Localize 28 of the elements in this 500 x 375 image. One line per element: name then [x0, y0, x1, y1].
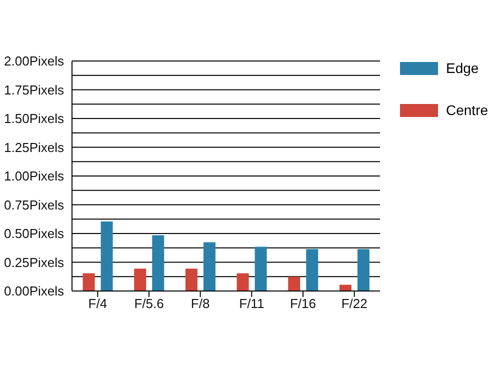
y-tick-label: 1.00Pixels	[4, 168, 64, 184]
x-tick-label: F/16	[290, 296, 316, 312]
y-tick-label: 1.50Pixels	[4, 111, 64, 126]
y-tick-label: 2.00Pixels	[4, 54, 64, 69]
bar	[288, 276, 300, 291]
x-tick-label: F/5.6	[134, 296, 164, 312]
x-tick-label: F/22	[341, 296, 368, 312]
y-tick-label: 0.50Pixels	[4, 226, 64, 242]
bar	[306, 249, 318, 291]
bar	[100, 222, 113, 291]
y-tick-label: 0.75Pixels	[4, 197, 64, 212]
bar	[203, 242, 216, 291]
y-tick-label: 1.75Pixels	[4, 82, 64, 98]
legend-label: Centre	[446, 102, 488, 118]
y-tick-label: 0.00Pixels	[4, 284, 64, 299]
y-tick-label: 1.25Pixels	[4, 140, 64, 155]
bar	[357, 249, 370, 291]
x-tick-label: F/4	[88, 296, 108, 312]
x-tick-label: F/8	[190, 296, 210, 312]
legend-label: Edge	[446, 60, 479, 76]
bar	[134, 268, 146, 291]
y-tick-label: 0.25Pixels	[4, 254, 64, 270]
bar	[152, 235, 164, 291]
x-tick-label: F/11	[239, 296, 264, 312]
bar	[185, 268, 198, 291]
bar	[236, 273, 249, 291]
bar	[82, 273, 95, 291]
bar	[254, 246, 267, 291]
